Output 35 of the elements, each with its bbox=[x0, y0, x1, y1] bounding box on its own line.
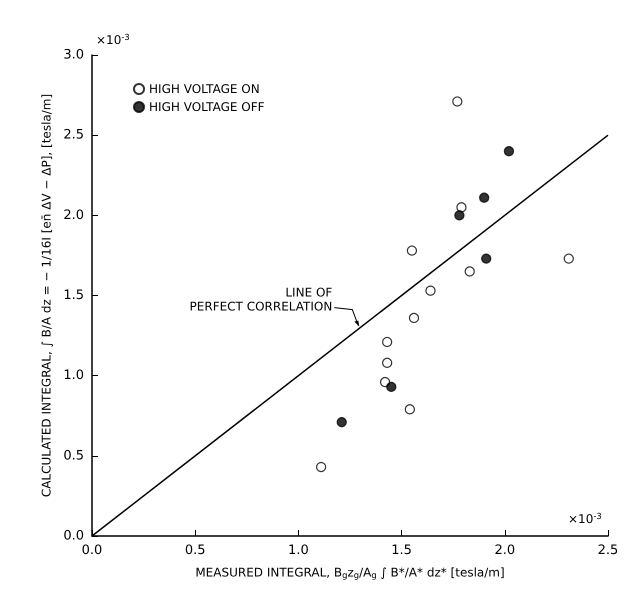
point bbox=[408, 312, 420, 324]
point bbox=[425, 286, 436, 296]
legend-label: HIGH VOLTAGE OFF bbox=[149, 100, 265, 114]
point bbox=[454, 210, 464, 220]
annotation: LINE OF PERFECT CORRELATION bbox=[190, 286, 332, 314]
x-tick-label: 0.0 bbox=[82, 543, 102, 558]
y-tick-label: 1.5 bbox=[63, 288, 84, 303]
x-tick-label: 1.5 bbox=[391, 543, 412, 558]
y-tick-label: 2.0 bbox=[63, 208, 84, 223]
point bbox=[479, 192, 490, 203]
point bbox=[481, 254, 492, 264]
y-tick-label: 1.0 bbox=[63, 368, 84, 384]
point bbox=[464, 266, 475, 277]
y-tick-label: 0.5 bbox=[63, 448, 84, 464]
point bbox=[316, 462, 326, 472]
point bbox=[452, 96, 462, 107]
x-tick-label: 2.5 bbox=[598, 543, 618, 558]
point bbox=[456, 202, 467, 212]
point bbox=[382, 358, 392, 368]
x-tick-label: 1.0 bbox=[288, 543, 309, 558]
point bbox=[404, 404, 415, 414]
x-axis-title: MEASURED INTEGRAL, Bgzg/Ag ∫ B*/A* dz* [tesla/m] bbox=[195, 565, 505, 580]
y-tick-label: 0.0 bbox=[63, 528, 84, 544]
legend-label: HIGH VOLTAGE ON bbox=[149, 82, 260, 96]
point bbox=[504, 146, 514, 156]
point bbox=[406, 246, 418, 256]
point bbox=[382, 336, 392, 348]
y-tick-label: 3.0 bbox=[63, 48, 84, 62]
point bbox=[386, 382, 396, 392]
x-tick-label: 2.0 bbox=[494, 543, 516, 558]
point bbox=[564, 254, 574, 264]
point bbox=[336, 417, 347, 428]
y-tick-label: 2.5 bbox=[63, 128, 84, 143]
y-axis-title: CALCULATED INTEGRAL, ∫ B/A dz = − 1/16I [en̄ ΔV − ΔP], [tesla/m] bbox=[39, 94, 54, 498]
x-tick-label: 0.5 bbox=[184, 543, 206, 558]
